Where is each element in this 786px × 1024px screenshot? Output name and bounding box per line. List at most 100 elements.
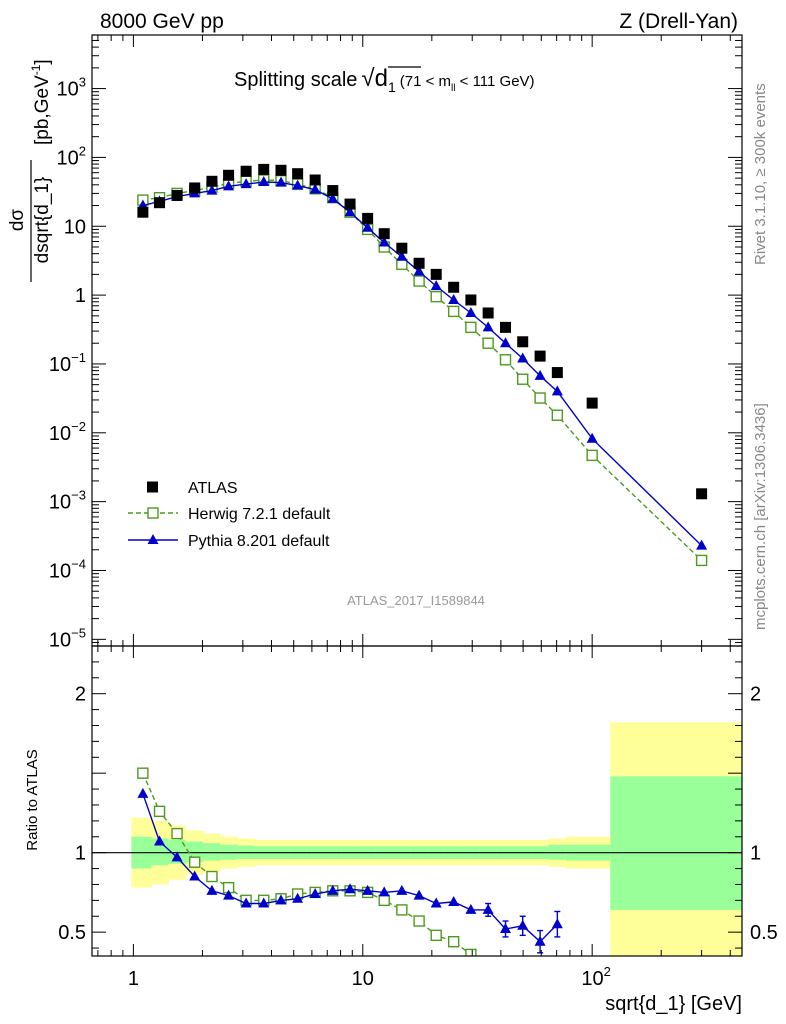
y-tick-label: 10−3	[49, 488, 86, 514]
herwig-ratio-point	[188, 856, 201, 868]
pythia-ratio-point	[378, 886, 390, 897]
atlas-point	[223, 169, 235, 181]
y-tick-label: 10−5	[49, 625, 86, 651]
tick-base: 10	[64, 216, 86, 238]
herwig-point	[695, 554, 708, 567]
herwig-line	[142, 179, 703, 561]
pythia-point	[551, 385, 563, 396]
pythia-point	[378, 236, 390, 247]
y-label-units-text: [pb,GeV	[32, 75, 53, 145]
atlas-point	[551, 367, 563, 379]
tick-exponent: −3	[71, 488, 86, 503]
pythia-ratio-point	[396, 884, 408, 895]
pythia-point	[206, 184, 218, 195]
ratio-y-tick-label-right: 2	[750, 684, 761, 706]
x-tick-label: 102	[581, 964, 610, 990]
pythia-point	[517, 352, 529, 363]
pythia-point	[586, 432, 598, 443]
tick-base: 10	[49, 492, 71, 514]
herwig-ratio-point	[430, 929, 442, 942]
atlas-point	[586, 397, 598, 409]
pythia-point	[413, 265, 425, 276]
y-axis-label: dσ dsqrt{d_1} [pb,GeV-1]	[7, 59, 53, 282]
atlas-point	[465, 294, 477, 306]
herwig-ratio-point	[413, 915, 425, 927]
herwig-point	[430, 290, 442, 303]
herwig-point	[499, 354, 512, 366]
tick-base: 1	[128, 968, 139, 990]
pythia-ratio-point	[465, 903, 477, 914]
tick-exponent: −4	[71, 556, 86, 571]
x-axis-label: sqrt{d_1} [GeV]	[605, 993, 742, 1015]
ratio-frame	[91, 645, 743, 957]
ratio-y-tick-label-left: 2	[75, 684, 86, 706]
tick-base: 10	[49, 423, 71, 445]
tick-base: 10	[49, 629, 71, 651]
title-text: Splitting scale	[234, 69, 357, 91]
main-frame	[91, 34, 743, 647]
pythia-point	[696, 539, 708, 550]
pythia-ratio-point	[258, 897, 270, 908]
pythia-point	[500, 337, 512, 348]
legend-entry-herwig: Herwig 7.2.1 default	[128, 506, 331, 523]
herwig-ratio-point	[137, 767, 149, 779]
herwig-point	[465, 321, 477, 334]
herwig-point	[447, 305, 460, 318]
pythia-ratio-point	[362, 884, 374, 895]
herwig-ratio-point	[396, 904, 408, 916]
pythia-point	[534, 369, 546, 380]
tick-base: 1	[75, 285, 86, 307]
uncertainty-band-inner	[610, 776, 742, 910]
tick-exponent: 3	[79, 75, 86, 90]
pythia-ratio-point	[327, 884, 339, 895]
pythia-point	[240, 178, 252, 189]
y-tick-label: 1	[75, 285, 86, 307]
title-cut-sub: ll	[451, 83, 455, 94]
pythia-ratio-point	[448, 895, 460, 906]
header-left: 8000 GeV pp	[100, 10, 224, 33]
y-tick-label: 102	[57, 143, 86, 169]
rivet-label: Rivet 3.1.10, ≥ 300k events	[752, 83, 769, 265]
pythia-ratio-point	[482, 903, 494, 914]
herwig-ratio-point	[447, 935, 460, 948]
tick-exponent: 2	[604, 964, 611, 979]
pythia-ratio-point	[430, 897, 442, 908]
legend-marker-atlas	[147, 481, 158, 493]
tick-base: 10	[581, 968, 603, 990]
y-tick-label: 10−2	[49, 419, 86, 445]
herwig-point	[482, 337, 494, 349]
y-tick-label: 103	[57, 75, 86, 101]
legend-label-pythia: Pythia 8.201 default	[188, 533, 330, 550]
atlas-point	[396, 242, 408, 254]
herwig-point	[517, 373, 529, 385]
pythia-point	[327, 192, 339, 203]
atlas-point	[154, 197, 166, 209]
pythia-ratio-point	[551, 918, 563, 929]
pythia-ratio-point	[223, 889, 235, 900]
herwig-ratio-point	[171, 827, 183, 840]
atlas-point	[137, 206, 149, 218]
pythia-point	[482, 321, 494, 332]
pythia-ratio-point	[275, 894, 287, 905]
atlas-point	[258, 163, 270, 175]
legend-label-atlas: ATLAS	[188, 480, 238, 497]
ratio-y-tick-label-right: 0.5	[750, 922, 778, 944]
pythia-ratio-point	[154, 835, 166, 846]
tick-base: 10	[352, 968, 374, 990]
atlas-point	[327, 185, 339, 197]
chart-title: Splitting scale √d1 (71 < mll < 111 GeV)	[234, 65, 535, 95]
y-label-units-close: ]	[32, 59, 53, 64]
pythia-ratio-point	[534, 935, 546, 946]
pythia-point	[344, 206, 356, 217]
atlas-point	[362, 212, 374, 224]
legend-label-herwig: Herwig 7.2.1 default	[188, 506, 331, 523]
pythia-ratio-point	[517, 919, 529, 930]
legend-entry-pythia: Pythia 8.201 default	[128, 533, 330, 550]
herwig-point	[396, 258, 408, 271]
herwig-point	[413, 275, 425, 287]
herwig-point	[586, 449, 598, 462]
pythia-point	[448, 293, 460, 304]
atlas-point	[344, 198, 356, 210]
pythia-ratio-point	[206, 884, 218, 895]
